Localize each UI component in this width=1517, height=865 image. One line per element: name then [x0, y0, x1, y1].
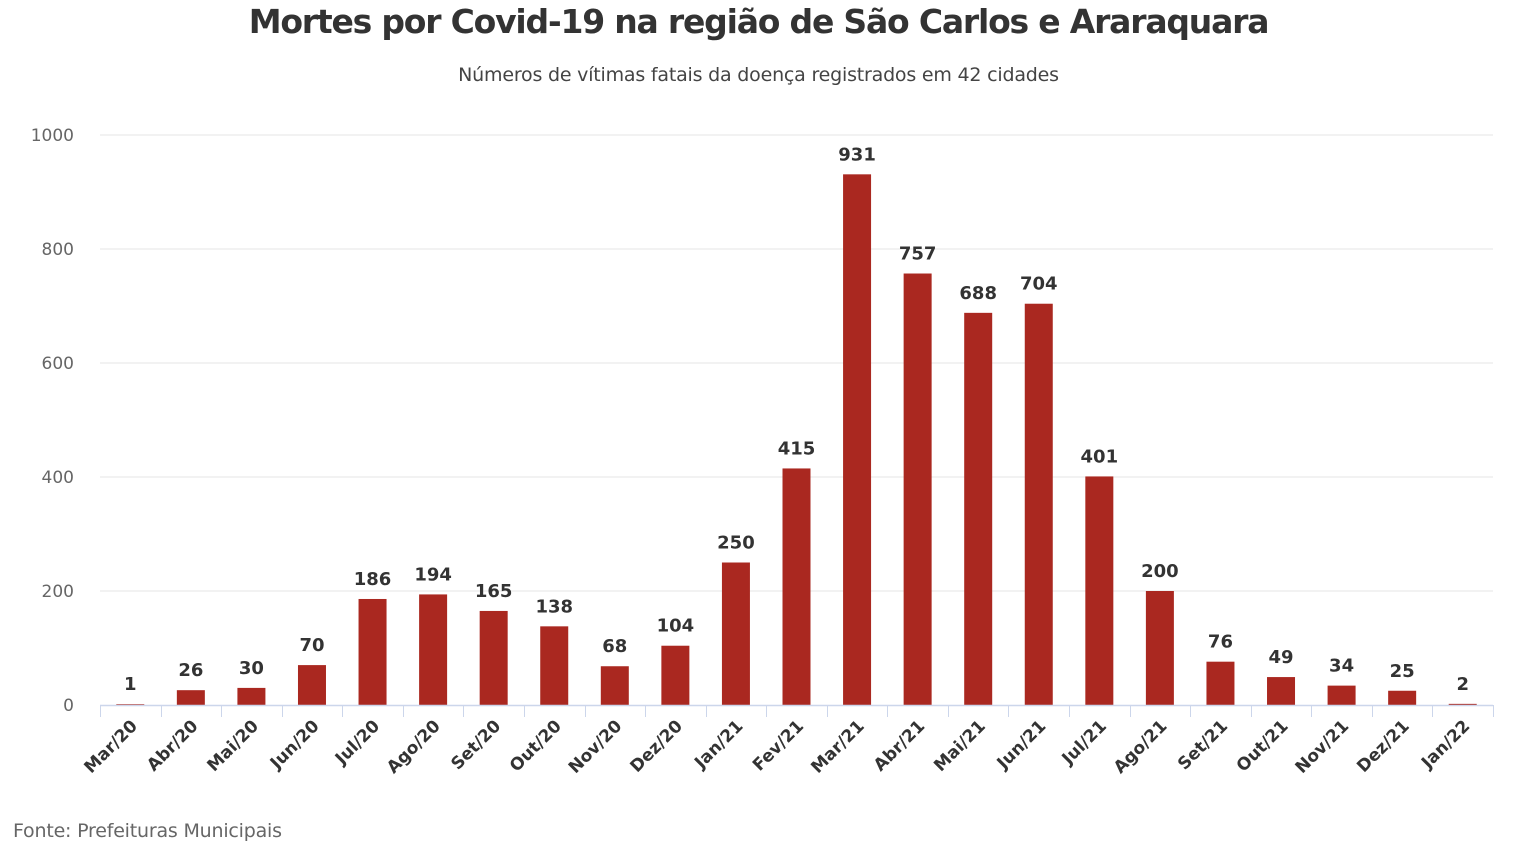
bar: [479, 610, 508, 705]
x-tick-label: Ago/21: [1110, 716, 1171, 777]
data-label: 415: [778, 438, 816, 459]
data-label: 250: [717, 533, 755, 554]
bar: [237, 687, 266, 705]
bar: [661, 645, 690, 705]
bar: [600, 666, 629, 705]
source-note: Fonte: Prefeituras Municipais: [13, 820, 282, 842]
x-tick-label: Jul/21: [1058, 716, 1111, 769]
bar: [540, 626, 569, 705]
chart-title: Mortes por Covid-19 na região de São Car…: [248, 2, 1270, 41]
x-tick-label: Mai/21: [930, 716, 989, 775]
x-tick-label: Jan/21: [690, 716, 747, 773]
x-tick-label: Nov/21: [1292, 716, 1353, 777]
x-tick-label: Set/20: [447, 716, 505, 774]
data-label: 104: [657, 616, 695, 637]
data-label: 70: [299, 635, 324, 656]
bar: [721, 562, 750, 705]
bar: [1145, 591, 1174, 705]
bar: [964, 312, 993, 705]
y-axis: 0 200 400 600 800 1000: [31, 126, 74, 716]
y-tick-label: 800: [42, 240, 74, 260]
bar: [297, 665, 326, 705]
y-tick-label: 0: [63, 696, 74, 716]
chart-subtitle: Números de vítimas fatais da doença regi…: [458, 64, 1059, 86]
x-tick-label: Abr/20: [143, 716, 202, 775]
x-tick-label: Mai/20: [203, 716, 263, 776]
data-label: 49: [1268, 647, 1293, 668]
data-label: 76: [1208, 632, 1233, 653]
data-label: 34: [1329, 656, 1354, 677]
data-label: 30: [239, 658, 264, 679]
bar: [1388, 690, 1417, 705]
x-tick-label: Set/21: [1174, 716, 1232, 774]
data-label: 186: [354, 569, 392, 590]
y-tick-label: 1000: [31, 126, 74, 146]
bar: [358, 598, 387, 705]
x-tick-label: Dez/21: [1353, 716, 1413, 776]
data-label: 704: [1020, 274, 1058, 295]
data-label: 26: [178, 660, 203, 681]
data-label: 757: [899, 244, 937, 265]
x-tick-label: Ago/20: [383, 716, 445, 778]
x-tick-label: Jun/21: [993, 716, 1051, 774]
bar: [782, 468, 811, 705]
data-label: 1: [124, 674, 137, 695]
data-labels: 1 26 30 70 186 194 165 138 68 104 250 415 931 757 688 7…: [124, 144, 1469, 695]
y-tick-label: 400: [42, 468, 74, 488]
bar: [1206, 661, 1235, 705]
bar: [116, 704, 145, 705]
bar: [176, 690, 205, 705]
data-label: 194: [414, 564, 452, 585]
x-tick-label: Mar/20: [81, 716, 142, 777]
x-tick-label: Out/21: [1233, 716, 1293, 776]
bar: [1267, 677, 1296, 705]
bar: [903, 273, 932, 705]
data-label: 138: [535, 596, 573, 617]
x-tick-label: Mar/21: [807, 716, 868, 777]
x-tick-label: Nov/20: [565, 716, 627, 778]
y-tick-label: 200: [42, 582, 74, 602]
data-label: 401: [1081, 446, 1119, 467]
data-label: 200: [1141, 561, 1179, 582]
x-tick-label: Jan/22: [1417, 716, 1474, 773]
bar: [1448, 703, 1477, 705]
y-tick-label: 600: [42, 354, 74, 374]
data-label: 688: [959, 283, 997, 304]
x-tick-label: Jun/20: [266, 716, 324, 774]
bar: [419, 594, 448, 705]
x-axis: Mar/20 Abr/20 Mai/20 Jun/20 Jul/20 Ago/20 Set/…: [81, 704, 1494, 778]
data-label: 68: [602, 636, 627, 657]
x-tick-label: Jul/20: [331, 716, 384, 769]
data-label: 931: [838, 144, 876, 165]
x-tick-label: Out/20: [506, 716, 566, 776]
x-tick-label: Abr/21: [870, 716, 929, 775]
data-label: 165: [475, 581, 513, 602]
bars: [116, 174, 1477, 705]
bar: [843, 174, 872, 705]
data-label: 2: [1456, 674, 1469, 695]
bar: [1024, 303, 1053, 705]
x-tick-label: Fev/21: [749, 716, 808, 775]
data-label: 25: [1390, 661, 1415, 682]
bar: [1327, 685, 1356, 705]
x-tick-label: Dez/20: [627, 716, 688, 777]
bar: [1085, 476, 1114, 705]
